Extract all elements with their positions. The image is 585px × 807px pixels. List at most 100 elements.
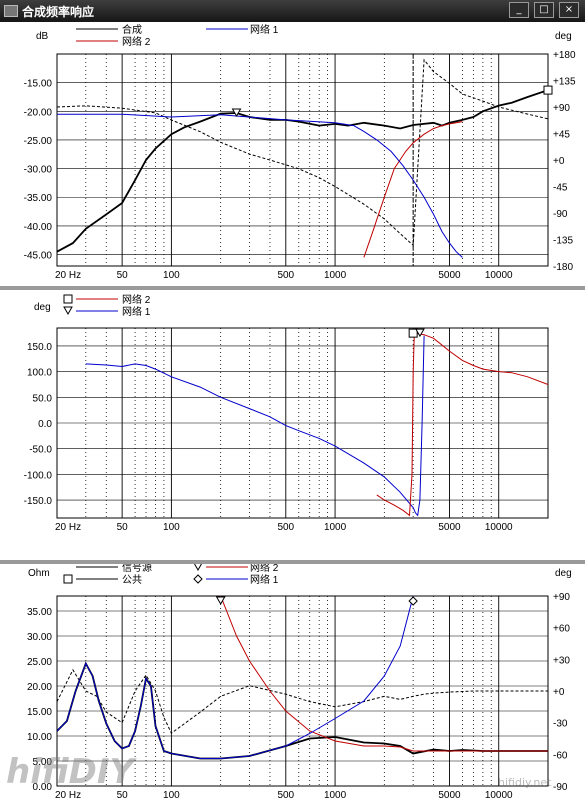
y-tick-label: 100.0 — [27, 368, 52, 379]
series-line — [85, 335, 425, 517]
x-tick-label: 50 — [117, 790, 129, 801]
legend-marker — [63, 306, 73, 316]
x-tick-label: 5000 — [438, 522, 461, 533]
impedance-panel: 20 Hz 50 100 500 1000 5000 10000 35.00 30.00 25.0… — [0, 561, 585, 802]
x-tick-label: 100 — [163, 522, 180, 533]
legend-label: 信号源 — [122, 564, 152, 574]
maximize-button[interactable]: □ — [534, 2, 554, 18]
x-tick-label: 10000 — [485, 270, 513, 281]
y-tick-label: -45.00 — [24, 251, 53, 262]
x-tick-label: 20 Hz — [55, 270, 81, 281]
panel-divider[interactable] — [0, 286, 585, 290]
y-tick-label: 0.00 — [33, 782, 53, 793]
series-marker — [215, 596, 226, 606]
legend-marker — [63, 294, 73, 304]
watermark-logo: hifiDIY — [6, 752, 135, 792]
x-tick-label: 1000 — [324, 270, 347, 281]
window-titlebar: 合成频率响应 _ □ × — [0, 0, 585, 22]
y2-tick-label: +60 — [553, 624, 570, 635]
combined-frequency-chart: 20 Hz 50 100 500 1000 5000 10000 -15.00 -20.00 -2… — [24, 23, 576, 281]
y2-tick-label: +0 — [553, 156, 565, 167]
y2-tick-label: +30 — [553, 655, 570, 666]
x-tick-label: 500 — [277, 270, 294, 281]
legend-label: 网络 2 — [250, 564, 279, 574]
y-tick-label: -25.00 — [24, 136, 53, 147]
y2-axis-label: deg — [555, 568, 572, 579]
y2-tick-label: -180 — [553, 262, 573, 273]
series-line — [220, 596, 548, 752]
series-marker — [231, 108, 242, 118]
close-button[interactable]: × — [559, 2, 579, 18]
y2-tick-label: -30 — [553, 719, 568, 730]
series-line — [57, 596, 414, 759]
x-tick-label: 10000 — [485, 790, 513, 801]
series-line — [57, 89, 548, 253]
y2-tick-label: +135 — [553, 77, 576, 88]
x-tick-label: 100 — [163, 270, 180, 281]
x-tick-label: 5000 — [438, 270, 461, 281]
impedance-chart: 20 Hz 50 100 500 1000 5000 10000 35.00 30.00 25.0… — [27, 561, 572, 801]
legend-label: 网络 1 — [122, 305, 151, 318]
y-tick-label: -35.00 — [24, 193, 53, 204]
x-tick-label: 50 — [117, 522, 129, 533]
y-axis-label: deg — [34, 302, 51, 313]
x-tick-label: 20 Hz — [55, 790, 81, 801]
x-tick-label: 1000 — [324, 522, 347, 533]
minimize-button[interactable]: _ — [509, 2, 529, 18]
series-line — [57, 58, 548, 247]
y-tick-label: -15.00 — [24, 79, 53, 90]
y-tick-label: 10.00 — [27, 732, 52, 743]
y-tick-label: -150.0 — [24, 496, 53, 507]
plot-area — [56, 53, 549, 267]
y2-axis-label: deg — [555, 31, 572, 42]
x-tick-label: 100 — [163, 790, 180, 801]
y-tick-label: 0.0 — [38, 419, 52, 430]
y-axis-label: Ohm — [28, 568, 50, 579]
x-tick-label: 1000 — [324, 790, 347, 801]
legend-label: 网络 2 — [122, 293, 151, 306]
y2-tick-label: -90 — [553, 209, 568, 220]
x-tick-label: 10000 — [485, 522, 513, 533]
y-tick-label: 150.0 — [27, 342, 52, 353]
x-tick-label: 20 Hz — [55, 522, 81, 533]
y-tick-label: 30.00 — [27, 632, 52, 643]
phase-chart: 20 Hz 50 100 500 1000 5000 10000 150.0 100.0 50.0… — [24, 293, 549, 533]
legend-marker — [193, 562, 203, 572]
legend-label: 公共 — [122, 574, 142, 586]
y2-tick-label: -90 — [553, 782, 568, 793]
legend-label: 网络 1 — [250, 573, 279, 586]
series-line — [57, 113, 463, 258]
chart-app-icon — [4, 5, 18, 17]
y2-tick-label: +45 — [553, 130, 570, 141]
series-marker — [408, 596, 418, 606]
y-axis-label: dB — [36, 31, 49, 42]
y-tick-label: -100.0 — [24, 470, 53, 481]
y2-tick-label: -60 — [553, 750, 568, 761]
window-title: 合成频率响应 — [22, 5, 95, 19]
y2-tick-label: +90 — [553, 592, 570, 603]
x-tick-label: 50 — [117, 270, 129, 281]
y2-tick-label: -45 — [553, 183, 568, 194]
watermark-url: hifidiy.net — [498, 776, 552, 789]
x-tick-label: 500 — [277, 790, 294, 801]
y2-tick-label: -135 — [553, 236, 573, 247]
series-line — [376, 332, 548, 517]
phase-panel: 20 Hz 50 100 500 1000 5000 10000 150.0 100.0 50.0… — [0, 290, 585, 560]
y2-tick-label: +180 — [553, 50, 576, 61]
series-marker — [408, 328, 418, 338]
y-tick-label: 35.00 — [27, 607, 52, 618]
y-tick-label: -20.00 — [24, 107, 53, 118]
y-tick-label: 20.00 — [27, 682, 52, 693]
grid-lines — [57, 54, 548, 266]
x-tick-label: 5000 — [438, 790, 461, 801]
legend-label: 网络 1 — [250, 23, 279, 36]
y-tick-label: 5.00 — [33, 757, 53, 768]
y-tick-label: -30.00 — [24, 165, 53, 176]
legend-label: 合成 — [122, 23, 142, 36]
series-marker — [415, 328, 425, 338]
series-marker — [543, 85, 553, 95]
panel-divider[interactable] — [0, 560, 585, 564]
legend-marker — [63, 574, 73, 584]
combined-frequency-panel: 20 Hz 50 100 500 1000 5000 10000 -15.00 -20.00 -2… — [0, 22, 585, 286]
y-tick-label: -40.00 — [24, 222, 53, 233]
